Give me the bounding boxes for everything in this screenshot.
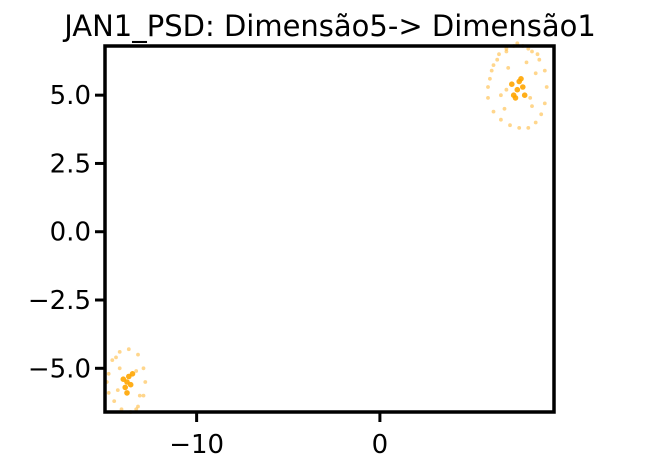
data-point: [136, 404, 140, 409]
data-point: [508, 123, 512, 128]
data-point: [120, 376, 127, 383]
y-tick-label: 5.0: [50, 81, 91, 111]
data-point: [533, 120, 538, 125]
data-point: [115, 388, 120, 392]
data-point: [535, 52, 540, 57]
x-axis: −10 0: [169, 412, 388, 460]
data-point: [530, 104, 534, 108]
data-point: [117, 350, 122, 354]
data-point: [124, 390, 130, 396]
data-point: [110, 358, 115, 362]
y-tick-label: −5.0: [28, 354, 91, 384]
data-point: [134, 369, 139, 373]
data-point: [141, 366, 146, 371]
data-point: [141, 393, 146, 398]
data-point: [514, 86, 521, 93]
data-point: [528, 96, 533, 100]
data-point: [512, 95, 519, 101]
data-point: [518, 76, 524, 82]
data-point: [515, 41, 520, 46]
data-point: [517, 126, 522, 130]
data-point: [504, 49, 509, 54]
data-point: [114, 355, 118, 360]
data-point: [489, 68, 494, 73]
data-point: [486, 96, 490, 100]
y-tick-label: −2.5: [28, 286, 91, 316]
data-point: [106, 391, 111, 395]
data-point: [137, 393, 142, 398]
data-point: [504, 87, 509, 92]
data-point: [542, 101, 547, 106]
chart-title: JAN1_PSD: Dimensão5-> Dimensão1: [62, 9, 596, 43]
plot-frame: [103, 44, 556, 414]
y-tick-label: 2.5: [50, 149, 91, 179]
data-point: [126, 347, 131, 352]
data-point: [539, 112, 544, 117]
data-point: [502, 106, 507, 111]
data-point: [112, 399, 117, 403]
y-axis: 5.0 2.5 0.0 −2.5 −5.0: [28, 81, 105, 384]
data-point: [491, 109, 496, 114]
data-point: [127, 381, 134, 388]
data-point: [106, 371, 111, 376]
data-point: [486, 85, 490, 89]
data-point: [524, 60, 529, 65]
data-point: [136, 352, 140, 357]
x-tick-label: −10: [169, 430, 224, 460]
data-point: [537, 57, 542, 62]
data-point: [488, 76, 492, 81]
data-point: [491, 63, 496, 67]
x-tick-label: 0: [372, 430, 389, 460]
data-point: [520, 84, 526, 90]
data-points: [104, 41, 549, 414]
data-point: [542, 68, 547, 73]
data-point: [521, 92, 528, 98]
data-point: [499, 93, 503, 98]
data-point: [533, 71, 538, 76]
data-point: [495, 57, 500, 62]
data-point: [526, 126, 531, 130]
data-point: [506, 66, 511, 70]
data-point: [143, 380, 148, 384]
data-point: [544, 85, 549, 89]
data-point: [117, 366, 122, 371]
data-point: [509, 81, 515, 87]
y-tick-label: 0.0: [50, 218, 91, 248]
data-point: [530, 49, 534, 54]
data-point: [122, 384, 128, 391]
data-point: [129, 371, 136, 377]
data-point: [497, 52, 501, 57]
data-point: [499, 117, 503, 122]
